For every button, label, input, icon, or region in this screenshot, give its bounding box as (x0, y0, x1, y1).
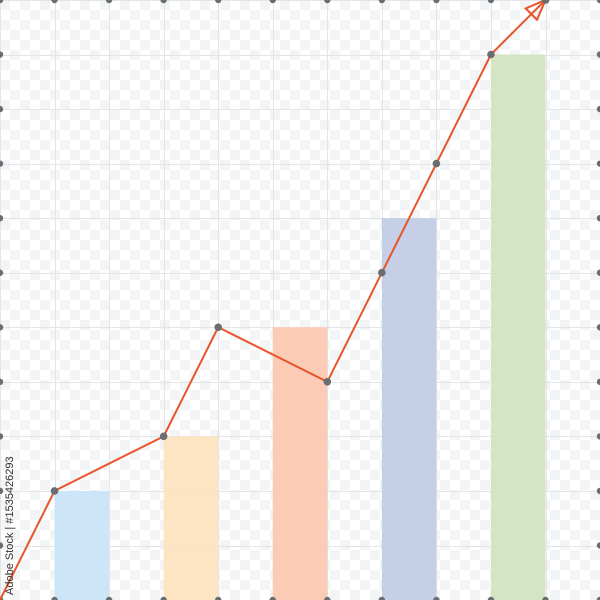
grid-dot (596, 542, 600, 549)
grid-dot (0, 542, 4, 549)
grid-dot (596, 324, 600, 331)
bar (272, 327, 328, 600)
grid-dot (0, 160, 4, 167)
trend-point (432, 159, 441, 168)
grid-dot (542, 596, 549, 600)
trend-point (50, 487, 59, 495)
grid-dot (487, 0, 495, 4)
grid-dot (269, 596, 276, 600)
grid-dot (105, 596, 113, 600)
grid-dot (0, 487, 4, 495)
grid-dot (596, 0, 600, 4)
grid-dot (596, 378, 600, 386)
bar (381, 218, 437, 600)
bar (54, 490, 110, 600)
grid-dot (378, 0, 386, 4)
trend-line (0, 0, 550, 600)
grid-dot (215, 0, 222, 4)
grid-dot (596, 51, 600, 58)
grid-dot (0, 0, 4, 4)
trend-point (214, 323, 222, 332)
grid-dot (0, 51, 4, 58)
grid-dot (160, 596, 167, 600)
trend-point (541, 0, 550, 4)
grid-dot (160, 0, 167, 4)
grid-dot (0, 269, 4, 276)
grid-dot (487, 596, 495, 600)
grid-dot (596, 433, 600, 440)
grid-dot (596, 160, 600, 167)
grid-dot (596, 215, 600, 222)
trend-point (323, 378, 332, 386)
arrow-head (523, 0, 547, 22)
grid-dot (0, 324, 4, 331)
grid-dot (51, 0, 58, 4)
trend-point (378, 268, 386, 277)
grid-dot (378, 596, 386, 600)
grid-dot (596, 596, 600, 600)
grid-dot (269, 0, 276, 4)
grid-dot (324, 0, 331, 4)
grid-dot (0, 378, 4, 386)
grid-dot (596, 105, 600, 113)
grid-dot (0, 215, 4, 222)
grid-dot (596, 487, 600, 495)
trend-point (487, 50, 495, 59)
grid-dot (324, 596, 331, 600)
grid-dot (105, 0, 113, 4)
bars (54, 54, 546, 600)
grid-dot (0, 433, 4, 440)
bar (163, 436, 219, 600)
grid-dot (433, 596, 440, 600)
grid-dot (215, 596, 222, 600)
grid-dot (433, 0, 440, 4)
bar (490, 54, 546, 600)
grid-dot (596, 269, 600, 276)
trend-point (159, 432, 168, 441)
watermark-id: Adobe Stock | #1535426293 (4, 456, 16, 595)
grid-dot (51, 596, 58, 600)
grid-dot (0, 105, 4, 113)
